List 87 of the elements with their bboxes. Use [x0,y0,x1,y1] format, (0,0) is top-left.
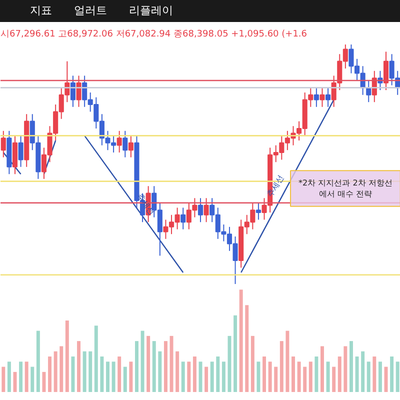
bar [146,336,150,392]
bar [158,351,162,392]
bar [192,356,196,392]
candlestick [314,87,319,108]
bar [361,351,365,392]
bar [262,356,266,392]
bar [60,346,64,392]
bar [134,341,138,392]
candlestick [326,87,331,108]
bar [390,356,394,392]
bar [308,362,312,392]
bar [48,356,52,392]
candlestick [116,130,122,153]
text: 리플레이 [129,4,173,17]
bar [326,362,330,392]
bar [187,362,191,392]
bar [106,362,110,392]
bar [344,346,348,392]
bar [112,362,116,392]
bar [118,356,122,392]
bar [239,290,243,392]
bar [366,362,370,392]
candlestick [18,135,24,168]
bar [7,362,11,392]
bar [216,356,220,392]
bar [274,366,278,392]
candlestick [204,198,209,223]
bar [280,341,284,392]
candlestick [122,130,128,158]
bar [297,362,301,392]
bar [170,336,174,392]
bar [396,362,400,392]
candlestick [12,135,18,175]
bar [65,320,69,392]
candlestick [383,51,389,91]
candlestick [320,87,325,108]
bar [320,346,324,392]
bar [82,351,86,392]
bar [24,362,28,392]
bar [204,366,208,392]
bar [332,366,336,392]
chart-title: 시67,296.61 고68,972.06 저67,082.94 종68,398.05 +1,095.60 (+1.6 [0,30,308,40]
bar [94,326,98,392]
bar [286,330,290,392]
candlestick [198,198,204,223]
text: 얼러트 [74,4,107,17]
bar [250,336,254,392]
bar [19,362,23,392]
bar [164,341,168,392]
bar [349,341,353,392]
bar [338,356,342,392]
bar [314,356,318,392]
bar [268,362,272,392]
bar [88,351,92,392]
bar [129,362,133,392]
bar [181,362,185,392]
bar [372,356,376,392]
bar [303,366,307,392]
bar [140,330,144,392]
bar [71,356,75,392]
bar [228,336,232,392]
bar [54,351,58,392]
bar [378,362,382,392]
bar [355,356,359,392]
bar [222,362,226,392]
bar [123,366,127,392]
candlestick [128,135,134,158]
bar [100,356,104,392]
bar [152,341,156,392]
candlestick [256,202,261,220]
bar [210,362,214,392]
bar [42,372,46,392]
candlestick [70,75,76,108]
candlestick [0,130,6,158]
bar [245,305,249,392]
bar [30,366,34,392]
bar [234,315,238,392]
text: 지표 [30,4,52,17]
candlestick [180,207,186,230]
bar [36,330,40,392]
bar [2,366,6,392]
candlestick [76,75,82,108]
bar [292,356,295,392]
bar [176,351,180,392]
bar [77,341,80,392]
annotation: *2차 지지선과 2차 저항선 에서 매수 전략 [298,178,392,198]
bar [256,362,260,392]
